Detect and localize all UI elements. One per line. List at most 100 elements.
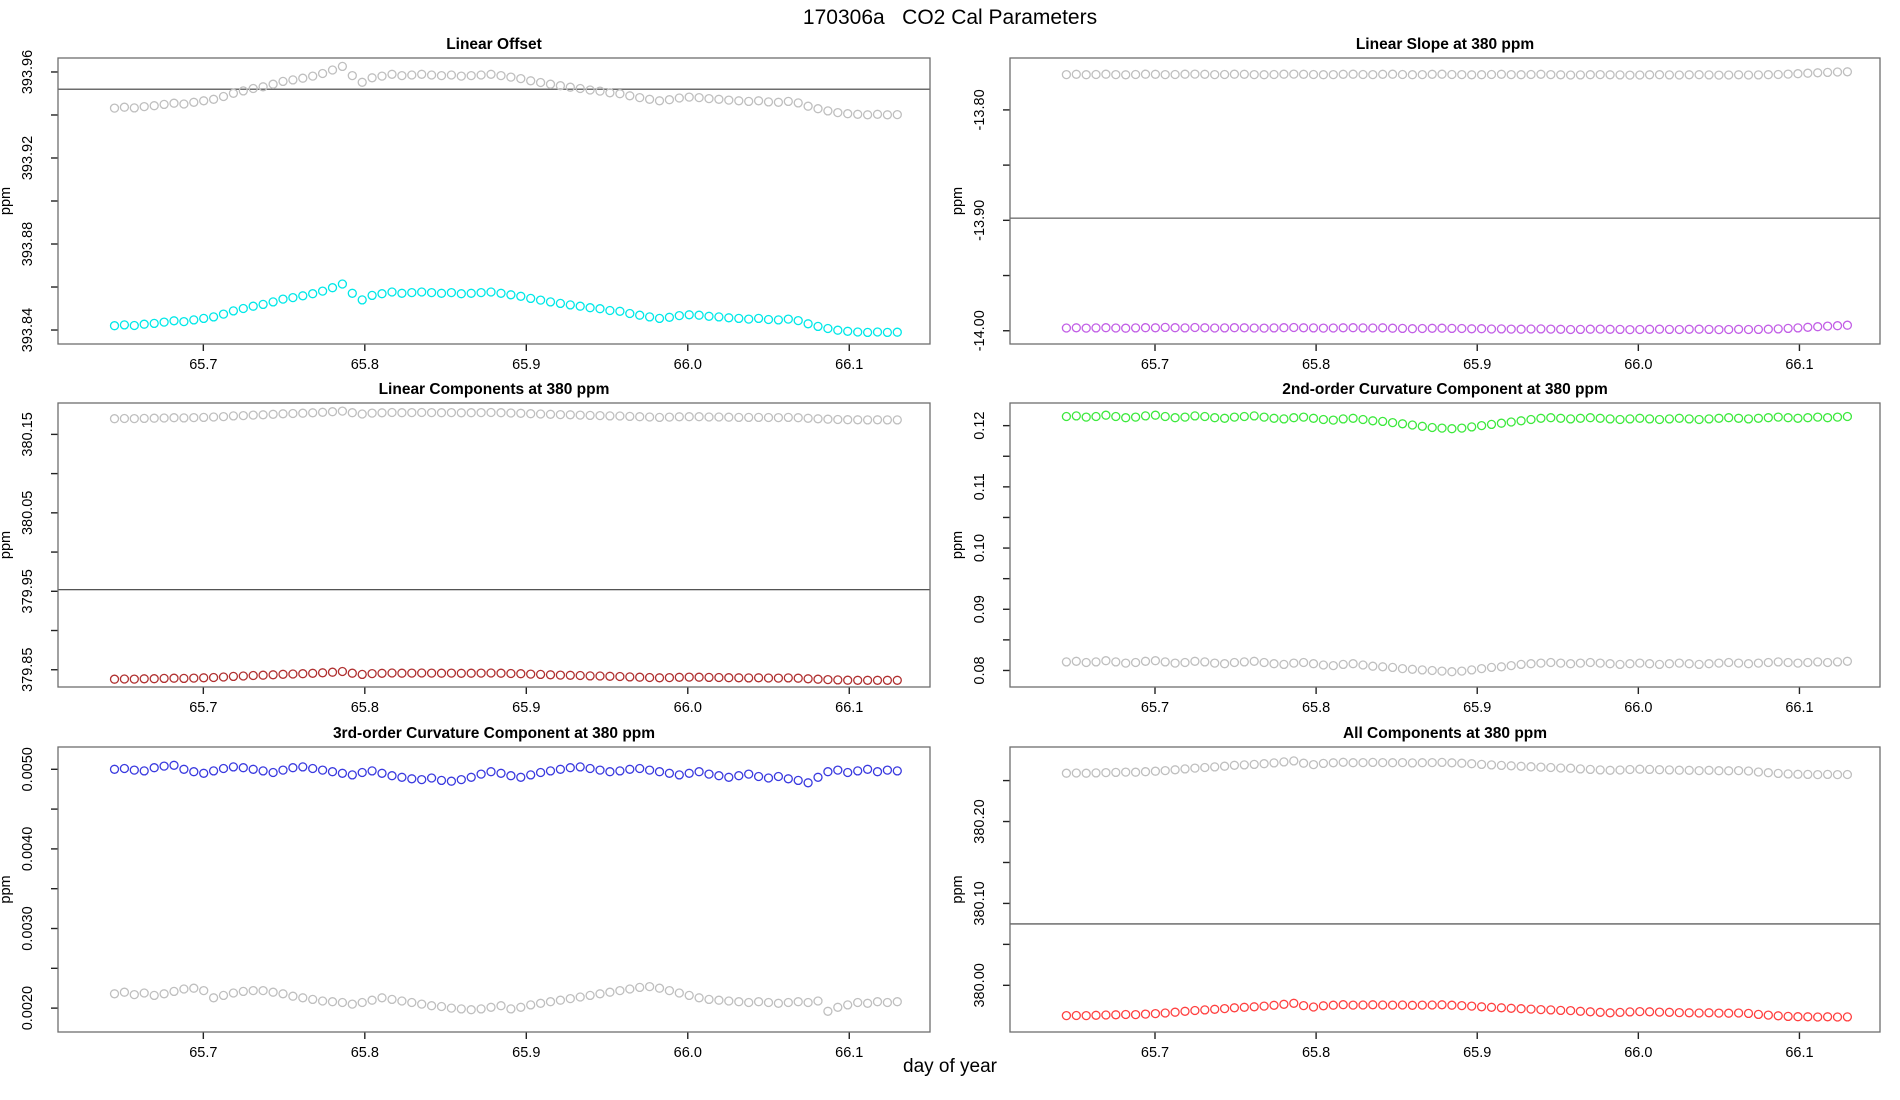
data-point bbox=[714, 312, 724, 322]
data-point bbox=[1447, 424, 1457, 434]
data-point bbox=[1733, 1008, 1744, 1018]
panel-1: Linear Slope at 380 ppm 65.7 65.8 65.9 66.0 6… bbox=[950, 36, 1881, 373]
data-point bbox=[109, 674, 120, 684]
data-point bbox=[1180, 1006, 1190, 1016]
x-tick-label: 66.0 bbox=[1624, 357, 1652, 373]
data-point bbox=[575, 762, 585, 772]
data-point bbox=[1813, 322, 1823, 332]
data-point bbox=[1348, 758, 1358, 768]
data-point bbox=[674, 672, 684, 682]
data-point bbox=[1664, 1007, 1675, 1017]
data-point bbox=[823, 1006, 833, 1016]
data-point bbox=[744, 769, 754, 779]
data-point bbox=[1259, 70, 1269, 80]
data-point bbox=[139, 988, 149, 998]
y-tick-label: 380.10 bbox=[972, 881, 988, 925]
y-tick-label: -13.80 bbox=[972, 89, 988, 130]
data-point bbox=[1714, 766, 1724, 776]
panel-2: Linear Components at 380 ppm 65.7 65.8 65.9… bbox=[0, 381, 931, 716]
data-point bbox=[1200, 1005, 1210, 1015]
data-point bbox=[1625, 659, 1635, 669]
data-point bbox=[714, 672, 724, 683]
data-point bbox=[139, 674, 149, 684]
data-point bbox=[1476, 1002, 1487, 1012]
data-point bbox=[783, 412, 793, 423]
data-point bbox=[1447, 323, 1457, 334]
data-point bbox=[189, 412, 199, 423]
data-point bbox=[1565, 659, 1576, 669]
data-point bbox=[1150, 1008, 1161, 1019]
data-point bbox=[1407, 324, 1418, 334]
data-point bbox=[803, 319, 813, 329]
data-point bbox=[714, 94, 724, 104]
data-point bbox=[1724, 657, 1734, 668]
data-point bbox=[516, 772, 526, 782]
data-point bbox=[1793, 323, 1803, 333]
data-point bbox=[1229, 760, 1240, 770]
data-point bbox=[1061, 768, 1072, 778]
data-point bbox=[189, 97, 199, 107]
data-point bbox=[1486, 419, 1497, 430]
data-point bbox=[526, 1000, 536, 1010]
data-point bbox=[367, 668, 377, 679]
data-point bbox=[169, 673, 179, 683]
data-point bbox=[1724, 766, 1734, 776]
data-point bbox=[1773, 69, 1783, 80]
data-point bbox=[238, 410, 248, 421]
data-point bbox=[476, 769, 486, 779]
x-tick-label: 65.9 bbox=[512, 700, 540, 716]
data-point bbox=[436, 408, 447, 418]
data-point bbox=[1536, 324, 1546, 334]
data-point bbox=[605, 767, 615, 777]
y-tick-label: 0.10 bbox=[972, 534, 988, 562]
data-point bbox=[1773, 657, 1783, 667]
data-point bbox=[1457, 323, 1467, 334]
data-point bbox=[1101, 410, 1111, 420]
data-point bbox=[526, 76, 536, 86]
data-point bbox=[308, 71, 318, 81]
data-point bbox=[1279, 323, 1289, 333]
data-point bbox=[585, 410, 595, 421]
panel-3: 2nd-order Curvature Component at 380 ppm… bbox=[950, 381, 1881, 716]
data-point bbox=[446, 668, 457, 678]
data-point bbox=[1397, 419, 1408, 429]
data-point bbox=[248, 301, 258, 311]
data-point bbox=[833, 675, 843, 685]
data-point bbox=[605, 671, 615, 681]
data-point bbox=[555, 81, 566, 91]
data-point bbox=[1506, 417, 1516, 427]
data-point bbox=[486, 668, 496, 678]
data-point bbox=[1674, 658, 1684, 668]
data-point bbox=[1803, 322, 1813, 332]
data-point bbox=[843, 109, 853, 119]
data-point bbox=[1625, 324, 1635, 335]
data-point bbox=[862, 110, 873, 120]
data-point bbox=[1170, 323, 1180, 333]
data-point bbox=[734, 96, 744, 106]
data-point bbox=[535, 409, 546, 419]
data-point bbox=[1506, 1003, 1516, 1013]
data-point bbox=[486, 287, 496, 297]
data-point bbox=[625, 984, 635, 994]
data-point bbox=[1664, 659, 1675, 669]
data-point bbox=[595, 304, 605, 314]
data-point bbox=[486, 407, 496, 418]
y-axis-label: ppm bbox=[950, 875, 966, 903]
data-point bbox=[1259, 323, 1269, 333]
data-point bbox=[506, 290, 516, 300]
data-point bbox=[1546, 324, 1556, 334]
data-point bbox=[506, 72, 516, 82]
data-point bbox=[674, 988, 684, 998]
data-point bbox=[1101, 1010, 1111, 1020]
data-point bbox=[238, 86, 248, 96]
x-tick-label: 65.9 bbox=[512, 357, 540, 373]
data-point bbox=[803, 997, 813, 1008]
panel-frame bbox=[57, 402, 931, 688]
series-gray bbox=[109, 406, 902, 425]
data-point bbox=[555, 995, 566, 1005]
data-point bbox=[664, 672, 675, 683]
data-point bbox=[268, 297, 278, 307]
data-point bbox=[1457, 69, 1467, 80]
data-point bbox=[179, 413, 189, 423]
data-point bbox=[1585, 324, 1595, 334]
